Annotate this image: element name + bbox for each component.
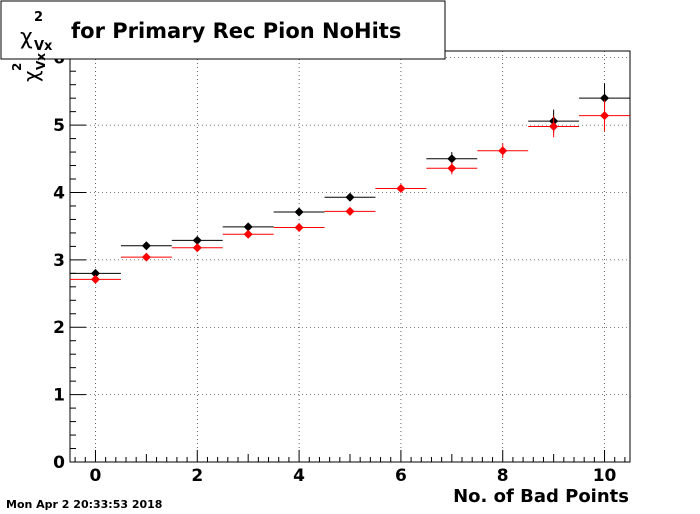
data-point <box>90 268 100 278</box>
y-axis-label-superscript: 2 <box>10 63 24 71</box>
data-point <box>243 222 253 232</box>
data-point <box>498 146 508 156</box>
x-axis-label: No. of Bad Points <box>453 486 629 507</box>
y-axis-label-subscript: Vx <box>34 53 48 70</box>
data-point <box>141 241 151 251</box>
chart-title-subscript: Vx <box>34 39 53 54</box>
data-point <box>549 121 559 131</box>
data-point <box>243 229 253 239</box>
x-tick-label: 4 <box>293 466 305 486</box>
data-point <box>192 235 202 245</box>
data-point <box>90 274 100 284</box>
y-tick-label: 4 <box>53 183 65 203</box>
plot-frame <box>69 50 631 463</box>
data-point <box>141 252 151 262</box>
y-axis-label: χ 2 Vx <box>10 53 48 82</box>
data-point <box>192 243 202 253</box>
y-tick-label: 5 <box>53 116 65 136</box>
chart-title-symbol: χ <box>20 25 33 50</box>
data-point <box>447 154 457 164</box>
data-point <box>600 93 610 103</box>
x-tick-label: 6 <box>395 466 407 486</box>
data-point <box>345 206 355 216</box>
y-tick-label: 1 <box>53 386 65 406</box>
title-box <box>0 0 446 60</box>
y-tick-label: 3 <box>53 251 65 271</box>
x-tick-label: 2 <box>191 466 203 486</box>
data-point <box>600 111 610 121</box>
data-point <box>345 192 355 202</box>
timestamp: Mon Apr 2 20:33:53 2018 <box>6 498 162 511</box>
data-points <box>70 83 630 284</box>
data-point <box>447 163 457 173</box>
x-tick-label: 0 <box>90 466 102 486</box>
data-point <box>294 207 304 217</box>
x-tick-label: 10 <box>593 466 617 486</box>
grid <box>70 51 630 463</box>
y-axis-label-symbol: χ <box>19 70 43 82</box>
axis-ticks: 02468100123456 <box>53 49 626 486</box>
y-tick-label: 2 <box>53 318 65 338</box>
chart-title-text: for Primary Rec Pion NoHits <box>71 19 401 43</box>
chart-title-superscript: 2 <box>34 10 43 25</box>
data-point <box>294 223 304 233</box>
x-tick-label: 8 <box>497 466 509 486</box>
y-tick-label: 0 <box>53 453 65 473</box>
data-point <box>396 183 406 193</box>
